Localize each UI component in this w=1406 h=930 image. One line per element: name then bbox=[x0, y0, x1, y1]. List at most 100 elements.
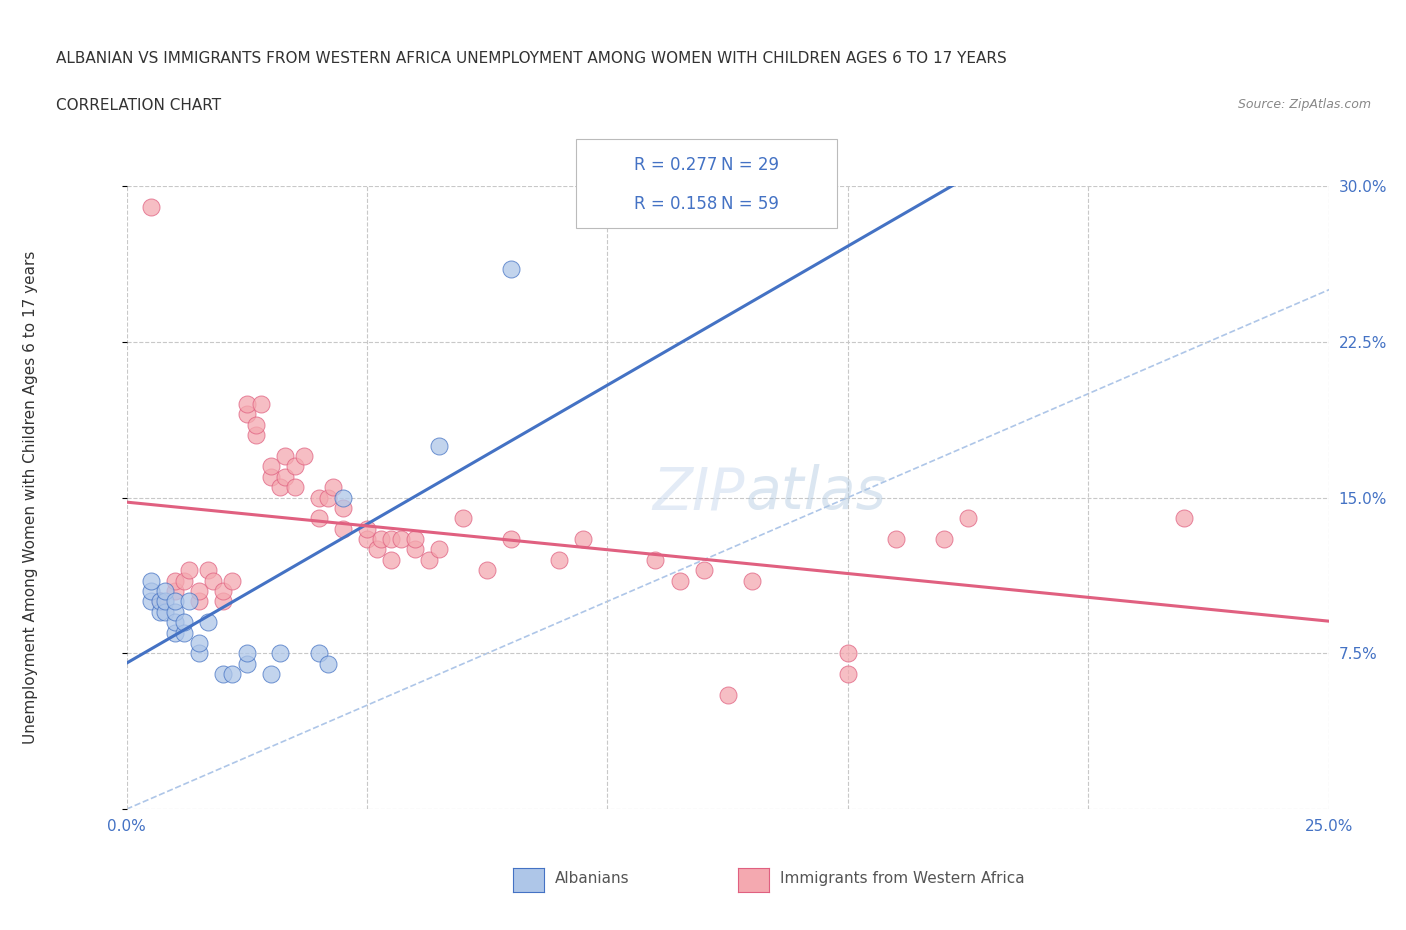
Point bbox=[716, 687, 740, 702]
Point bbox=[163, 615, 186, 630]
Text: ALBANIAN VS IMMIGRANTS FROM WESTERN AFRICA UNEMPLOYMENT AMONG WOMEN WITH CHILDRE: ALBANIAN VS IMMIGRANTS FROM WESTERN AFRI… bbox=[56, 51, 1007, 66]
Point bbox=[187, 584, 209, 599]
Point bbox=[501, 532, 523, 547]
Point bbox=[139, 199, 162, 214]
Text: ZIP: ZIP bbox=[652, 464, 745, 522]
Point bbox=[308, 511, 330, 525]
Point bbox=[153, 594, 176, 609]
Point bbox=[380, 552, 402, 567]
Point bbox=[322, 480, 344, 495]
Text: Source: ZipAtlas.com: Source: ZipAtlas.com bbox=[1237, 98, 1371, 111]
Text: Unemployment Among Women with Children Ages 6 to 17 years: Unemployment Among Women with Children A… bbox=[24, 251, 38, 744]
Point bbox=[837, 645, 859, 660]
Point bbox=[245, 428, 267, 443]
Point bbox=[332, 490, 354, 505]
Point bbox=[501, 261, 523, 276]
Text: N = 29: N = 29 bbox=[721, 155, 779, 174]
Point bbox=[475, 563, 498, 578]
Point bbox=[1173, 511, 1195, 525]
Point bbox=[274, 470, 297, 485]
Point bbox=[294, 448, 316, 463]
Point bbox=[211, 594, 233, 609]
Point bbox=[211, 667, 233, 682]
Point bbox=[332, 500, 354, 515]
Point bbox=[932, 532, 955, 547]
Point bbox=[211, 584, 233, 599]
Point bbox=[149, 604, 172, 619]
Text: R = 0.158: R = 0.158 bbox=[634, 194, 717, 213]
Point bbox=[356, 521, 378, 536]
Point bbox=[163, 573, 186, 588]
Text: Immigrants from Western Africa: Immigrants from Western Africa bbox=[780, 871, 1025, 886]
Point bbox=[153, 604, 176, 619]
Point bbox=[956, 511, 979, 525]
Point bbox=[221, 573, 243, 588]
Point bbox=[153, 584, 176, 599]
Point bbox=[197, 615, 219, 630]
Point bbox=[572, 532, 595, 547]
Point bbox=[404, 532, 426, 547]
Point bbox=[221, 667, 243, 682]
Point bbox=[139, 584, 162, 599]
Point bbox=[149, 594, 172, 609]
Point bbox=[269, 645, 291, 660]
Text: Albanians: Albanians bbox=[555, 871, 630, 886]
Point bbox=[163, 584, 186, 599]
Point bbox=[235, 396, 259, 411]
Point bbox=[173, 573, 195, 588]
Text: R = 0.277: R = 0.277 bbox=[634, 155, 717, 174]
Point bbox=[644, 552, 666, 567]
Point bbox=[741, 573, 763, 588]
Point bbox=[139, 573, 162, 588]
Point bbox=[380, 532, 402, 547]
Point bbox=[332, 521, 354, 536]
Point bbox=[692, 563, 714, 578]
Point bbox=[250, 396, 273, 411]
Point bbox=[366, 542, 388, 557]
Point bbox=[202, 573, 225, 588]
Point bbox=[235, 657, 259, 671]
Point bbox=[269, 480, 291, 495]
Point bbox=[177, 563, 200, 578]
Point bbox=[260, 470, 283, 485]
Point bbox=[173, 625, 195, 640]
Point bbox=[177, 594, 200, 609]
Point bbox=[245, 418, 267, 432]
Text: CORRELATION CHART: CORRELATION CHART bbox=[56, 98, 221, 113]
Point bbox=[139, 594, 162, 609]
Point bbox=[356, 532, 378, 547]
Point bbox=[149, 594, 172, 609]
Point bbox=[187, 645, 209, 660]
Point bbox=[274, 448, 297, 463]
Point bbox=[187, 635, 209, 650]
Point bbox=[318, 490, 340, 505]
Point bbox=[427, 438, 450, 453]
Point bbox=[837, 667, 859, 682]
Point bbox=[260, 667, 283, 682]
Point bbox=[284, 458, 307, 473]
Point bbox=[235, 407, 259, 422]
Text: N = 59: N = 59 bbox=[721, 194, 779, 213]
Point bbox=[163, 594, 186, 609]
Point bbox=[884, 532, 907, 547]
Point bbox=[404, 542, 426, 557]
Point bbox=[163, 625, 186, 640]
Point bbox=[451, 511, 474, 525]
Point bbox=[427, 542, 450, 557]
Point bbox=[163, 604, 186, 619]
Point bbox=[284, 480, 307, 495]
Point bbox=[548, 552, 571, 567]
Point bbox=[308, 490, 330, 505]
Point bbox=[668, 573, 690, 588]
Point bbox=[418, 552, 440, 567]
Point bbox=[389, 532, 412, 547]
Point bbox=[260, 458, 283, 473]
Text: atlas: atlas bbox=[745, 464, 886, 522]
Point bbox=[235, 645, 259, 660]
Point bbox=[318, 657, 340, 671]
Point bbox=[187, 594, 209, 609]
Point bbox=[173, 615, 195, 630]
Point bbox=[370, 532, 392, 547]
Point bbox=[197, 563, 219, 578]
Point bbox=[308, 645, 330, 660]
